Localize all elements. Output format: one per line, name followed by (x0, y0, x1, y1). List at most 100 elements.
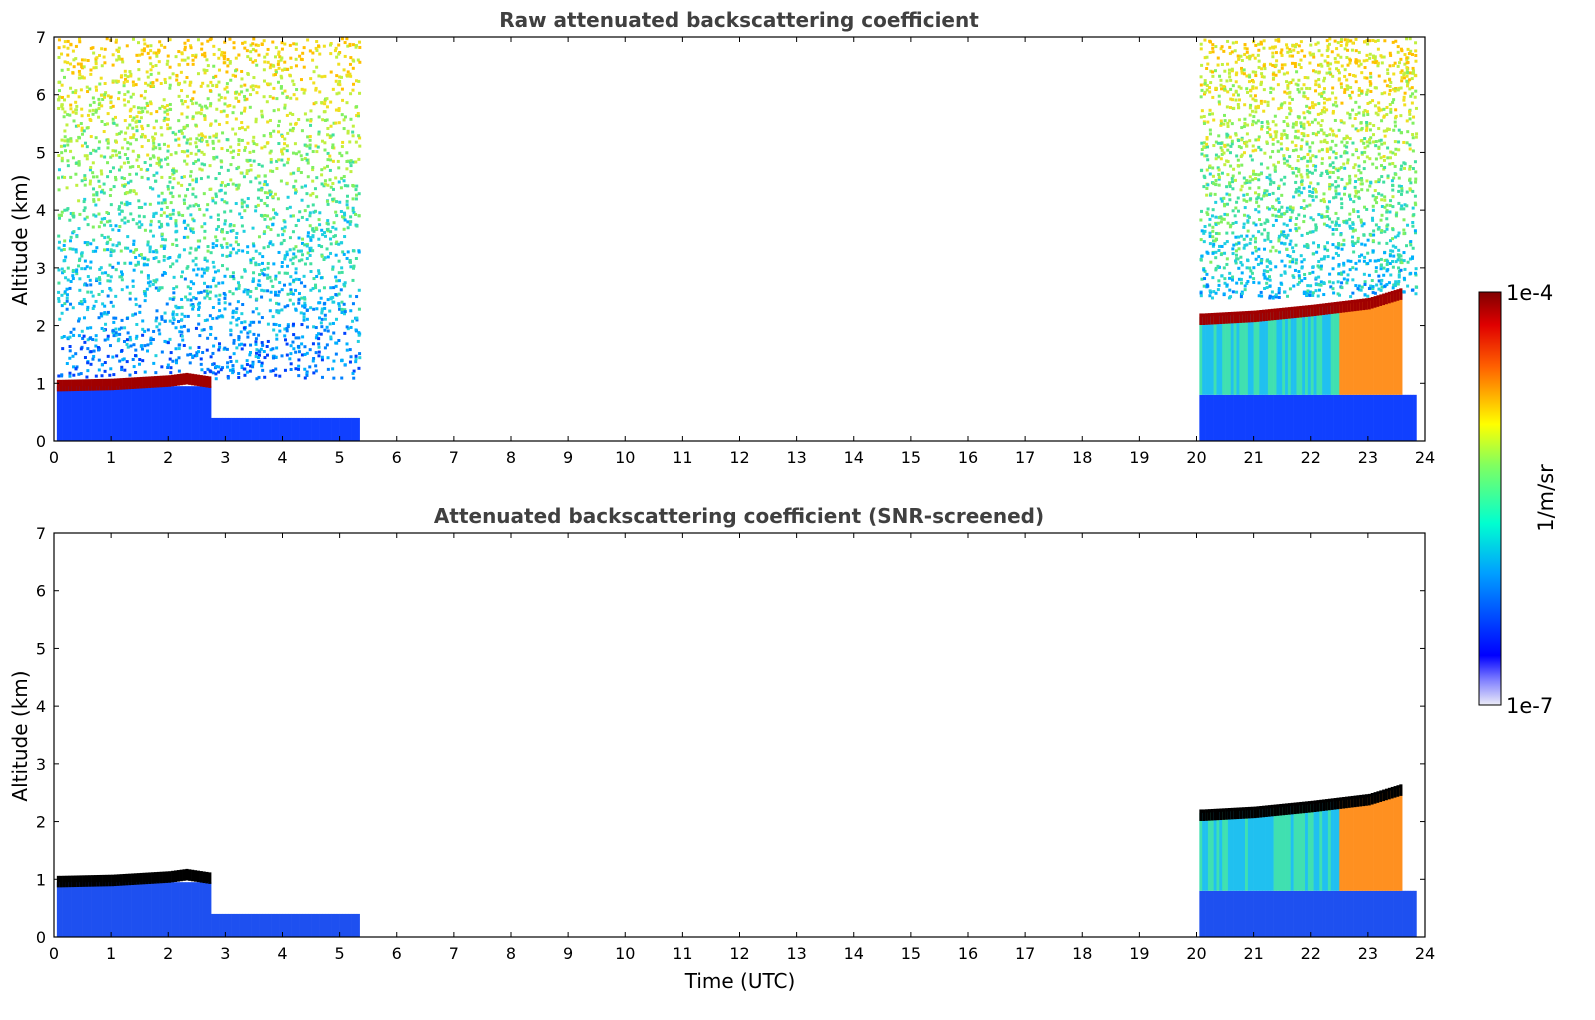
heatmap-cell (1387, 394, 1392, 441)
noise-speckle (1388, 84, 1392, 88)
noise-speckle (185, 123, 189, 127)
noise-speckle (1228, 135, 1232, 139)
noise-speckle (1257, 42, 1261, 46)
noise-speckle (66, 207, 70, 211)
heatmap-cell (1273, 394, 1277, 441)
noise-speckle (1296, 136, 1300, 140)
noise-speckle (1205, 142, 1209, 146)
noise-speckle (1348, 73, 1352, 77)
noise-speckle (309, 236, 313, 240)
noise-speckle (285, 342, 289, 346)
noise-speckle (1254, 172, 1258, 176)
noise-speckle (268, 66, 272, 70)
noise-speckle (343, 235, 347, 239)
noise-speckle (1229, 78, 1233, 82)
noise-speckle (1402, 276, 1406, 280)
noise-speckle (186, 105, 190, 109)
noise-speckle (217, 48, 221, 52)
noise-speckle (317, 289, 321, 293)
noise-speckle (1346, 84, 1350, 88)
noise-speckle (358, 136, 362, 140)
noise-speckle (226, 361, 230, 365)
noise-speckle (64, 276, 68, 280)
cloud-layer-cell (156, 375, 160, 388)
noise-speckle (1300, 49, 1304, 53)
noise-speckle (306, 234, 310, 238)
noise-speckle (216, 218, 220, 222)
noise-speckle (85, 265, 89, 269)
noise-speckle (1208, 108, 1212, 112)
noise-speckle (174, 138, 178, 142)
noise-speckle (354, 357, 358, 361)
noise-speckle (1365, 76, 1369, 80)
noise-speckle (288, 73, 292, 77)
noise-speckle (86, 338, 90, 342)
noise-speckle (1349, 259, 1353, 263)
noise-speckle (142, 215, 146, 219)
noise-speckle (86, 326, 90, 330)
noise-speckle (162, 198, 166, 202)
noise-speckle (140, 52, 144, 56)
noise-speckle (334, 227, 338, 231)
noise-speckle (1397, 184, 1401, 188)
noise-speckle (272, 73, 276, 77)
heatmap-cell (259, 417, 263, 441)
noise-speckle (319, 321, 323, 325)
noise-speckle (340, 307, 344, 311)
heatmap-cell (1342, 304, 1346, 395)
noise-speckle (1268, 177, 1272, 181)
noise-speckle (257, 85, 261, 89)
noise-speckle (252, 135, 256, 139)
noise-speckle (314, 286, 318, 290)
noise-speckle (131, 92, 135, 96)
noise-speckle (1370, 279, 1374, 283)
noise-speckle (1248, 54, 1252, 58)
noise-speckle (220, 53, 224, 57)
noise-speckle (243, 40, 247, 44)
noise-speckle (1348, 226, 1352, 230)
heatmap-cell (1279, 311, 1283, 395)
noise-speckle (1277, 291, 1281, 295)
noise-speckle (1297, 78, 1301, 82)
noise-speckle (248, 351, 252, 355)
noise-speckle (172, 318, 176, 322)
noise-speckle (1337, 264, 1341, 268)
heatmap-cell (1259, 394, 1263, 441)
noise-speckle (329, 185, 333, 189)
noise-speckle (1314, 190, 1318, 194)
noise-speckle (191, 178, 195, 182)
noise-speckle (233, 74, 237, 78)
noise-speckle (1257, 204, 1261, 208)
noise-speckle (1356, 210, 1360, 214)
noise-speckle (1309, 216, 1313, 220)
noise-speckle (135, 115, 139, 119)
heatmap-cell (1350, 303, 1354, 395)
noise-speckle (1278, 250, 1282, 254)
noise-speckle (348, 294, 352, 298)
noise-speckle (88, 109, 92, 113)
cloud-layer-cell (1210, 312, 1214, 325)
noise-speckle (1265, 281, 1269, 285)
noise-speckle (175, 313, 179, 317)
noise-speckle (131, 118, 135, 122)
heatmap-cell (1379, 297, 1383, 395)
noise-speckle (121, 183, 125, 187)
noise-speckle (211, 245, 215, 249)
noise-speckle (1316, 121, 1320, 125)
noise-speckle (262, 231, 266, 235)
noise-speckle (225, 70, 229, 74)
noise-speckle (103, 216, 107, 220)
noise-speckle (268, 118, 272, 122)
noise-speckle (1376, 64, 1380, 68)
noise-speckle (97, 276, 101, 280)
noise-speckle (195, 273, 199, 277)
heatmap-cell (288, 417, 292, 441)
heatmap-cell (171, 386, 175, 441)
heatmap-cell (342, 417, 346, 441)
noise-speckle (1369, 90, 1373, 94)
noise-speckle (1283, 264, 1287, 268)
noise-speckle (294, 57, 298, 61)
noise-speckle (346, 70, 350, 74)
noise-speckle (254, 205, 258, 209)
noise-speckle (132, 242, 136, 246)
